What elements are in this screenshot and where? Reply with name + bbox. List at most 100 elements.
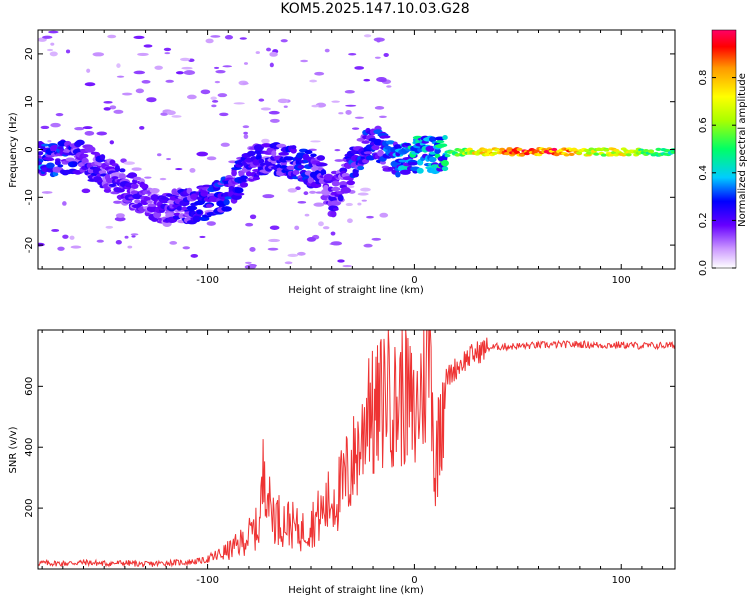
- spectrogram-ridge-blob: [585, 151, 592, 155]
- spectrogram-noise-blob: [245, 261, 252, 264]
- spectrogram-x-ticks: -100 0 100: [41, 30, 664, 286]
- spectrogram-ridge-blob: [160, 196, 169, 200]
- spectrogram-noise-blob: [322, 226, 330, 230]
- spectrogram-noise-blob: [374, 106, 385, 110]
- spectrogram-ridge-blob: [65, 157, 75, 162]
- spectrogram-ridge-blob: [46, 166, 55, 173]
- snr-y-tick-label: 400: [24, 438, 35, 457]
- spectrogram-ridge-blob: [655, 147, 662, 151]
- spectrogram-noise-blob: [309, 79, 318, 83]
- spectrogram-noise-blob: [354, 116, 365, 119]
- spectrogram-noise-blob: [42, 35, 53, 39]
- spectrogram-noise-blob: [40, 125, 50, 130]
- spectrogram-noise-blob: [107, 34, 117, 39]
- spectrogram-noise-blob: [131, 235, 136, 238]
- spectrogram-ridge-blob: [290, 147, 297, 154]
- spectrogram-noise-blob: [383, 52, 389, 57]
- spectrogram-ridge-blob: [331, 186, 341, 192]
- spectrogram-y-tick-label: -20: [24, 237, 35, 253]
- spectrogram-ridge-blob: [330, 210, 337, 218]
- spectrogram-ridge-blob: [428, 156, 437, 163]
- spectrogram-noise-blob: [38, 242, 45, 247]
- spectrogram-noise-blob: [280, 39, 288, 43]
- spectrogram-x-axis-label: Height of straight line (km): [288, 285, 424, 296]
- spectrogram-noise-blob: [363, 243, 373, 248]
- spectrogram-ridge-blob: [393, 144, 403, 150]
- spectrogram-ridge-blob: [441, 166, 449, 172]
- spectrogram-noise-blob: [175, 168, 183, 171]
- spectrogram-ridge-blob: [533, 149, 540, 153]
- spectrogram-ridge-blob: [407, 161, 419, 166]
- spectrogram-noise-blob: [131, 167, 142, 171]
- spectrogram-noise-blob: [124, 235, 129, 239]
- spectrogram-ridge-blob: [278, 152, 290, 156]
- spectrogram-ridge-blob: [99, 154, 106, 160]
- spectrogram-noise-blob: [205, 38, 214, 44]
- spectrogram-ridge-blob: [221, 206, 232, 212]
- spectrogram-noise-blob: [330, 231, 336, 236]
- spectrogram-ridge-blob: [466, 147, 473, 151]
- spectrogram-ridge-blob: [399, 169, 411, 175]
- spectrogram-noise-blob: [217, 93, 228, 98]
- spectrogram-ridge-blob: [114, 165, 121, 173]
- spectrogram-noise-blob: [144, 176, 152, 179]
- spectrogram-y-tick-label: 20: [24, 48, 35, 61]
- snr-x-tick-label: -100: [196, 575, 219, 586]
- spectrogram-ridge-blob: [231, 169, 237, 177]
- spectrogram-noise-blob: [130, 233, 139, 236]
- spectrogram-ridge-blob: [151, 217, 159, 222]
- spectrogram-noise-blob: [269, 62, 274, 68]
- spectrogram-y-ticks: -20 -10 0 10 20: [24, 48, 675, 253]
- spectrogram-noise-blob: [55, 113, 64, 117]
- spectrogram-noise-blob: [324, 48, 330, 53]
- spectrogram-noise-blob: [92, 52, 105, 57]
- spectrogram-ridge-blob: [491, 151, 498, 155]
- spectrogram-y-tick-label: -10: [24, 189, 35, 205]
- spectrogram-ridge-blob: [603, 148, 610, 152]
- spectrogram-noise-blob: [62, 201, 67, 206]
- spectrogram-ridge-blob: [134, 199, 141, 204]
- spectrogram-ridge-blob: [239, 181, 249, 188]
- spectrogram-noise-blob: [164, 52, 171, 55]
- spectrogram-ridge-blob: [441, 159, 449, 167]
- spectrogram-ridge-blob: [186, 205, 198, 211]
- spectrogram-noise-blob: [379, 212, 389, 218]
- spectrogram-noise-blob: [242, 125, 250, 129]
- spectrogram-noise-blob: [268, 238, 281, 243]
- spectrogram-ridge-blob: [442, 135, 448, 140]
- spectrogram-noise-blob: [181, 66, 193, 70]
- colorbar-tick-label: 0.8: [698, 70, 709, 86]
- spectrogram-noise-blob: [345, 202, 353, 207]
- spectrogram-ridge-blob: [568, 152, 575, 156]
- spectrogram-noise-blob: [344, 89, 355, 94]
- spectrogram-noise-blob: [378, 115, 387, 119]
- spectrogram-noise-blob: [46, 48, 54, 52]
- spectrogram-noise-blob: [294, 225, 300, 231]
- spectrogram-ridge-blob: [150, 194, 159, 202]
- spectrogram-ridge-blob: [553, 153, 560, 157]
- spectrogram-noise-blob: [179, 57, 191, 62]
- title: KOM5.2025.147.10.03.G28: [280, 1, 470, 17]
- colorbar-tick-label: 0.6: [698, 117, 709, 133]
- spectrogram-noise-blob: [109, 105, 117, 110]
- spectrogram-x-tick-label: -100: [196, 275, 219, 286]
- spectrogram-noise-blob: [182, 246, 191, 250]
- colorbar-tick-label: 0.0: [698, 260, 709, 276]
- spectrogram-noise-blob: [183, 70, 196, 76]
- spectrogram-ridge-blob: [516, 147, 523, 151]
- spectrogram-noise-blob: [386, 85, 392, 88]
- spectrogram-noise-blob: [47, 140, 52, 143]
- spectrogram-ridge-blob: [340, 187, 352, 194]
- spectrogram-noise-blob: [334, 159, 344, 162]
- spectrogram-ridge-blob: [315, 183, 322, 188]
- spectrogram-noise-blob: [297, 201, 307, 204]
- spectrogram-noise-blob: [169, 241, 178, 245]
- spectrogram-noise-blob: [57, 246, 65, 251]
- spectrogram-y-tick-label: 0: [24, 146, 35, 152]
- spectrogram-noise-blob: [245, 222, 254, 227]
- spectrogram-ridge-blob: [444, 154, 451, 158]
- spectrogram-noise-blob: [287, 253, 299, 257]
- spectrogram-noise-blob: [249, 247, 256, 252]
- spectrogram-noise-blob: [376, 38, 381, 43]
